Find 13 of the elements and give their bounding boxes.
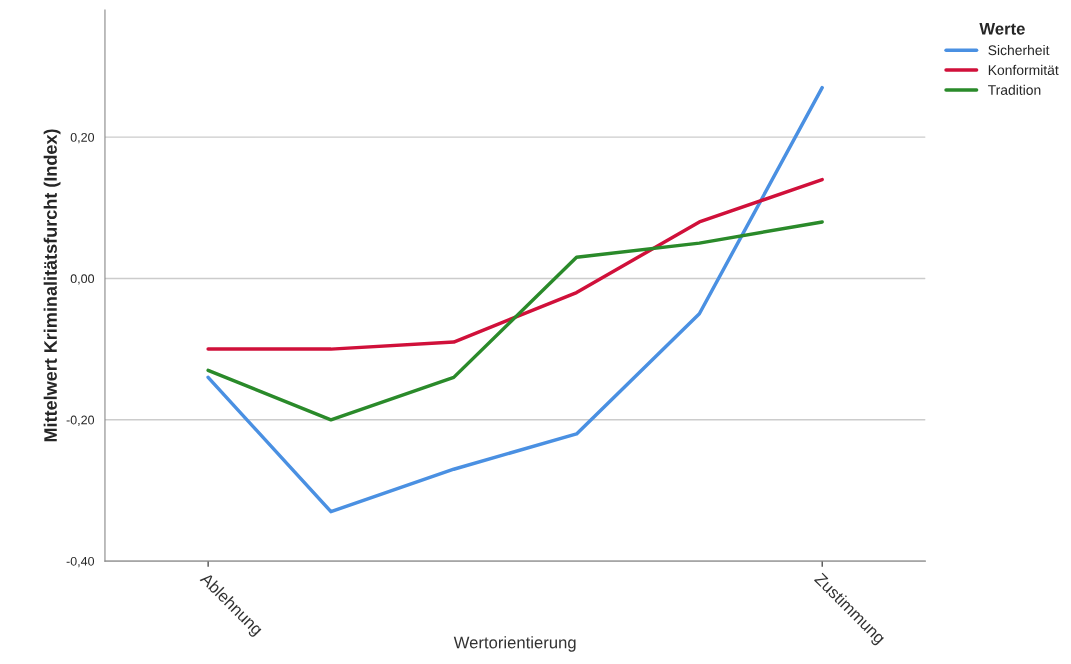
y-tick-label: -0,40 <box>66 556 95 568</box>
y-tick-label: 0,00 <box>70 274 95 285</box>
line-series <box>206 85 824 514</box>
legend-title: Werte <box>979 23 1025 35</box>
line-series <box>206 220 824 422</box>
y-tick-label: 0,20 <box>70 132 95 144</box>
x-axis-title: Wertorientierung <box>453 636 576 652</box>
legend-label: Sicherheit <box>988 44 1050 56</box>
legend-label: Konformität <box>988 64 1059 76</box>
line-series <box>206 177 824 351</box>
legend-label: Tradition <box>988 84 1041 95</box>
y-tick-label: -0,20 <box>66 415 95 426</box>
y-axis-title: Mittelwert Kriminalitätsfurcht (Index) <box>43 129 61 442</box>
